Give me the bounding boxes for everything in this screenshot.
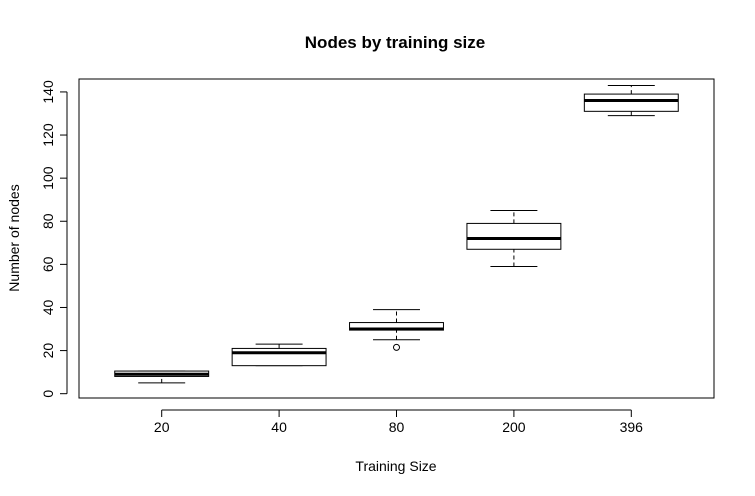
y-tick-label: 120 (40, 123, 56, 147)
x-tick-label: 200 (502, 419, 526, 435)
box-40 (231, 343, 327, 367)
box-80 (349, 309, 444, 351)
boxes-layer (114, 84, 679, 384)
outlier-point (393, 343, 400, 351)
x-axis-label: Training Size (355, 458, 436, 474)
x-axis: 20 40 80 200 396 (154, 409, 644, 435)
x-tick-label: 20 (154, 419, 170, 435)
x-tick-label: 396 (620, 419, 644, 435)
plot-frame (78, 78, 715, 399)
y-tick-label: 100 (40, 166, 56, 190)
box-396 (583, 84, 679, 117)
y-tick-label: 40 (40, 299, 56, 315)
y-tick-label: 80 (40, 213, 56, 229)
iqr-box (231, 347, 327, 367)
box-200 (466, 209, 562, 268)
y-tick-label: 140 (40, 80, 56, 104)
iqr-box (583, 93, 679, 112)
x-tick-label: 40 (271, 419, 287, 435)
y-tick-label: 0 (40, 390, 56, 398)
chart-title: Nodes by training size (305, 33, 485, 52)
y-tick-label: 20 (40, 343, 56, 359)
y-axis: 0 20 40 60 80 100 120 140 (40, 80, 68, 398)
box-20 (114, 370, 210, 384)
x-tick-label: 80 (389, 419, 405, 435)
iqr-box (466, 222, 562, 250)
y-axis-label: Number of nodes (6, 184, 22, 291)
y-tick-label: 60 (40, 256, 56, 272)
